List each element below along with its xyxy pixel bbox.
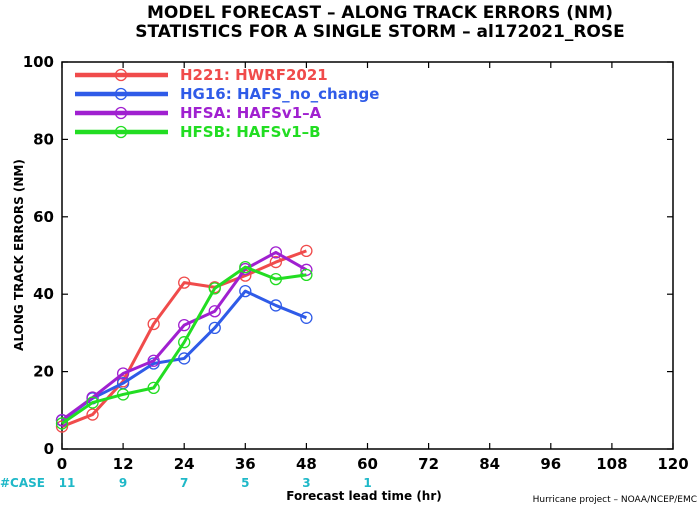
plot-area: [61, 61, 674, 450]
y-tick-label: 20: [33, 363, 54, 381]
data-point: [147, 317, 160, 331]
case-count: 11: [59, 476, 76, 490]
x-tick-label: 24: [174, 455, 195, 473]
legend-swatch-marker: [114, 87, 128, 101]
legend-swatch-marker: [114, 68, 128, 82]
data-point: [147, 381, 160, 395]
data-point: [300, 311, 313, 324]
data-point: [269, 299, 283, 312]
x-axis-ticks: 0 12 24 36 48 60 72 84 96 108 120: [57, 62, 689, 473]
case-count: 3: [302, 476, 310, 490]
y-axis-ticks: 0 20 40 60 80 100: [23, 53, 673, 458]
legend-swatch-marker: [114, 125, 128, 139]
case-count: 5: [241, 476, 249, 490]
series-line-1: [61, 289, 307, 422]
x-tick-label: 48: [296, 455, 317, 473]
data-point: [208, 282, 221, 295]
x-tick-label: 84: [479, 455, 500, 473]
y-axis-label: ALONG TRACK ERRORS (NM): [12, 159, 26, 351]
data-point: [208, 305, 221, 318]
y-tick-label: 0: [44, 440, 54, 458]
data-point: [239, 284, 252, 298]
data-point: [178, 336, 191, 349]
chart-title: MODEL FORECAST – ALONG TRACK ERRORS (NM): [147, 3, 613, 23]
legend-label: HFSA: HAFSv1–A: [180, 104, 322, 122]
x-tick-label: 60: [357, 455, 378, 473]
x-tick-label: 0: [57, 455, 67, 473]
y-tick-label: 100: [23, 53, 54, 71]
x-tick-label: 108: [596, 455, 627, 473]
data-point: [208, 321, 221, 335]
case-count: 1: [363, 476, 371, 490]
x-tick-label: 96: [540, 455, 561, 473]
data-point: [86, 408, 99, 421]
data-point: [178, 319, 191, 332]
series-line-2: [61, 250, 308, 422]
y-tick-label: 60: [33, 208, 54, 226]
data-point: [116, 388, 130, 401]
credit-text: Hurricane project – NOAA/NCEP/EMC: [533, 495, 697, 505]
legend-label: H221: HWRF2021: [180, 66, 328, 84]
legend-swatch-marker: [114, 106, 128, 120]
case-count: 7: [180, 476, 188, 490]
data-point: [269, 246, 283, 259]
data-point: [300, 268, 313, 282]
data-point: [300, 244, 313, 258]
y-tick-label: 80: [33, 130, 54, 148]
x-tick-label: 12: [113, 455, 134, 473]
case-label: #CASE: [0, 476, 45, 490]
data-point: [178, 352, 191, 365]
case-count: 9: [119, 476, 127, 490]
legend-label: HG16: HAFS_no_change: [180, 85, 379, 103]
x-tick-label: 36: [235, 455, 256, 473]
x-tick-label: 120: [657, 455, 688, 473]
data-point: [147, 354, 160, 367]
data-point: [55, 420, 69, 433]
data-point: [116, 367, 130, 380]
case-counts: #CASE 11 9 7 5 3 1: [0, 476, 372, 490]
data-point: [269, 272, 283, 286]
x-axis-label: Forecast lead time (hr): [286, 489, 442, 503]
chart-subtitle: STATISTICS FOR A SINGLE STORM – al172021…: [135, 22, 624, 42]
series-line-0: [61, 249, 307, 428]
y-tick-label: 40: [33, 285, 54, 303]
data-point: [178, 276, 191, 289]
x-tick-label: 72: [418, 455, 439, 473]
data-point: [55, 417, 69, 430]
data-point: [86, 396, 99, 409]
series-layer: [55, 244, 313, 433]
plot-frame: [61, 61, 674, 450]
data-point: [239, 260, 252, 274]
series-line-3: [61, 265, 307, 425]
legend-label: HFSB: HAFSv1–B: [180, 123, 321, 141]
data-point: [269, 255, 283, 269]
